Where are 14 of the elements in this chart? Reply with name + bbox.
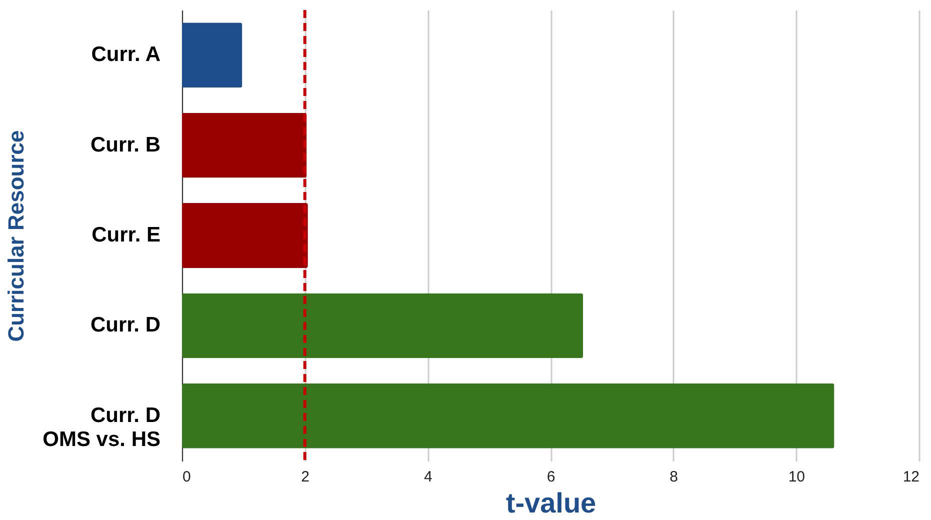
y-tick-label: Curr. D (90, 314, 160, 337)
x-tick-label: 6 (546, 468, 556, 486)
y-tick-label: Curr. D OMS vs. HS (42, 404, 160, 451)
x-tick-label: 12 (902, 468, 920, 486)
x-tick-label: 4 (424, 468, 432, 486)
x-tick-label: 8 (670, 468, 678, 486)
y-tick-label: Curr. E (92, 224, 160, 246)
y-tick-label: Curr. A (91, 43, 160, 66)
y-axis-title: Curricular Resource (4, 130, 29, 342)
x-tick-label: 2 (301, 468, 310, 486)
x-axis-title: t-value (506, 488, 596, 518)
x-tick-label: 0 (182, 468, 191, 486)
y-tick-label: Curr. B (90, 133, 160, 156)
x-tick-label: 10 (788, 468, 806, 486)
